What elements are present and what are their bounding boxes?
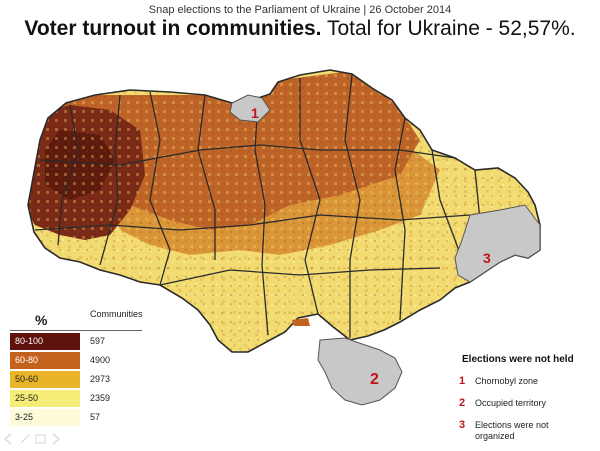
not-held-number: 3 <box>459 419 466 431</box>
legend-swatch <box>10 333 80 350</box>
legend-swatch <box>10 371 80 388</box>
marker-3: 3 <box>483 250 491 266</box>
title-bold: Voter turnout in communities. <box>24 17 322 40</box>
legend-header-communities: Communities <box>90 309 143 319</box>
legend-range: 25-50 <box>15 393 39 403</box>
crimea <box>317 337 403 406</box>
menu-icon <box>35 434 46 444</box>
not-held-text: Occupied territory <box>475 398 547 408</box>
occupied-east <box>454 204 541 283</box>
not-held-title: Elections were not held <box>462 354 574 365</box>
legend-count: 597 <box>90 336 106 346</box>
legend-row: 3-25 57 <box>10 409 150 427</box>
legend-range: 80-100 <box>15 336 44 346</box>
not-held-number: 1 <box>459 375 466 387</box>
pen-icon <box>20 434 30 444</box>
marker-2: 2 <box>370 371 379 388</box>
not-held-text: Elections were not organized <box>475 420 549 441</box>
legend-range: 3-25 <box>15 412 34 422</box>
next-arrow-icon <box>52 433 61 445</box>
legend-range: 60-80 <box>15 355 39 365</box>
subtitle: Snap elections to the Parliament of Ukra… <box>148 4 452 16</box>
legend-row: 60-80 4900 <box>10 352 150 370</box>
marker-1: 1 <box>251 105 259 121</box>
legend-count: 2973 <box>90 374 111 384</box>
not-held-number: 2 <box>459 397 466 409</box>
prev-arrow-icon <box>3 433 12 445</box>
legend-swatch <box>10 352 80 369</box>
not-held-text: Chornobyl zone <box>475 376 539 386</box>
legend-row: 25-50 2359 <box>10 390 150 408</box>
page-title: Voter turnout in communities. Total for … <box>0 17 600 41</box>
legend-row: 50-60 2973 <box>10 371 150 389</box>
legend-header-percent: % <box>35 312 48 328</box>
chornobyl-zone <box>229 94 271 123</box>
legend-count: 2359 <box>90 393 111 403</box>
legend-divider <box>10 330 142 331</box>
title-rest: Total for Ukraine - 52,57%. <box>321 17 576 40</box>
legend-count: 4900 <box>90 355 111 365</box>
kherson-accent <box>292 318 310 326</box>
slide-nav <box>3 433 61 445</box>
legend-swatch <box>10 409 80 426</box>
legend-row: 80-100 597 <box>10 333 150 351</box>
legend-range: 50-60 <box>15 374 39 384</box>
legend-swatch <box>10 390 80 407</box>
legend-count: 57 <box>90 412 101 422</box>
